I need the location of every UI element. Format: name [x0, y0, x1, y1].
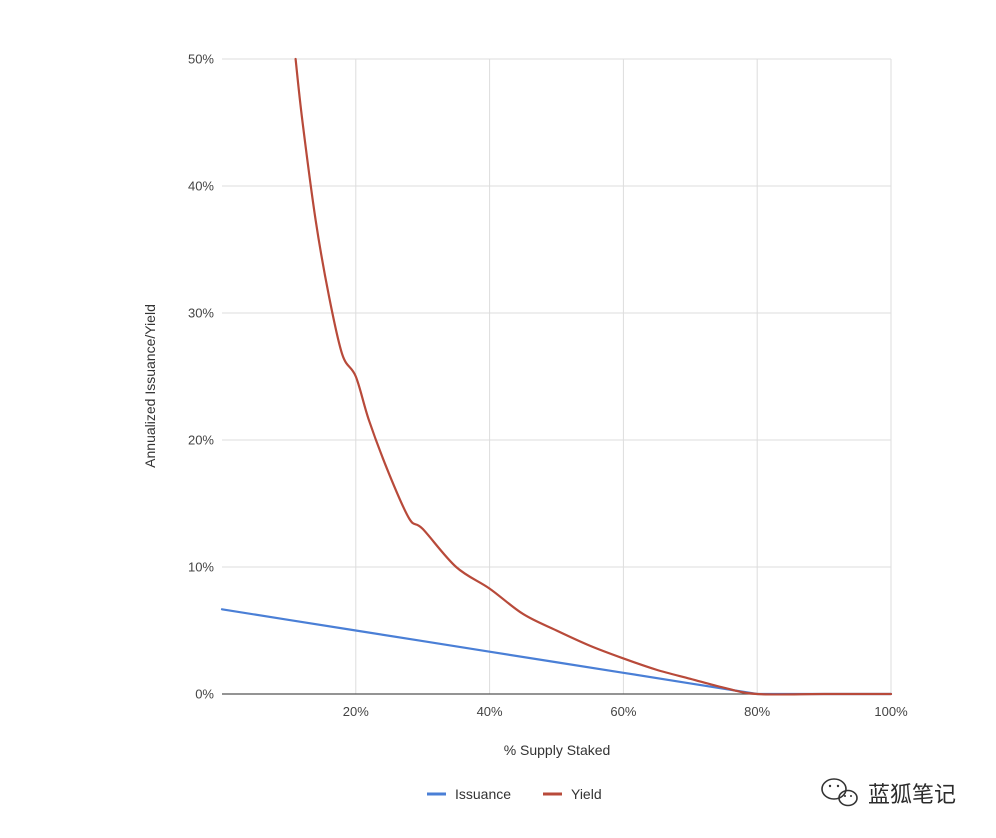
legend-label-yield: Yield: [571, 786, 602, 802]
legend-label-issuance: Issuance: [455, 786, 511, 802]
y-tick-label: 40%: [188, 179, 214, 194]
grid: [222, 58, 892, 695]
y-tick-label: 30%: [188, 306, 214, 321]
y-tick-label: 50%: [188, 52, 214, 67]
x-axis-ticks: 20% 40% 60% 80% 100%: [343, 704, 908, 719]
y-axis-title: Annualized Issuance/Yield: [142, 304, 158, 468]
watermark: 蓝狐笔记: [821, 778, 956, 808]
series-line-issuance: [220, 608, 893, 696]
wechat-icon: [821, 778, 858, 807]
y-tick-label: 20%: [188, 433, 214, 448]
series-line-yield: [294, 57, 893, 696]
x-tick-label: 20%: [343, 704, 369, 719]
y-axis-ticks: 0% 10% 20% 30% 40% 50%: [188, 52, 214, 702]
legend: Issuance Yield: [427, 786, 602, 802]
x-tick-label: 60%: [610, 704, 636, 719]
series-layer: [220, 57, 893, 696]
y-tick-label: 10%: [188, 560, 214, 575]
x-tick-label: 100%: [874, 704, 908, 719]
x-tick-label: 80%: [744, 704, 770, 719]
x-axis-title: % Supply Staked: [504, 742, 611, 758]
watermark-text: 蓝狐笔记: [868, 783, 956, 808]
x-tick-label: 40%: [477, 704, 503, 719]
y-tick-label: 0%: [195, 687, 214, 702]
